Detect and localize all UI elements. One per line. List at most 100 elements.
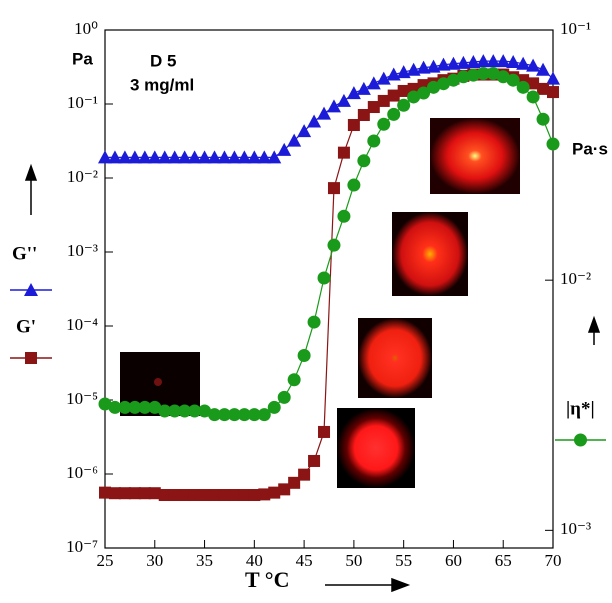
marker	[128, 400, 142, 414]
marker	[346, 86, 361, 100]
marker	[297, 124, 312, 138]
marker	[526, 58, 541, 72]
marker	[357, 109, 370, 122]
marker	[108, 487, 121, 500]
marker	[416, 60, 431, 74]
marker	[318, 425, 331, 438]
marker	[406, 62, 421, 76]
marker	[158, 404, 172, 418]
marker	[307, 114, 322, 128]
marker	[258, 488, 271, 501]
marker	[127, 150, 142, 164]
marker	[117, 150, 132, 164]
marker	[178, 404, 192, 418]
marker	[327, 182, 340, 195]
marker	[158, 489, 171, 502]
marker	[347, 178, 361, 192]
marker	[366, 76, 381, 90]
marker	[397, 84, 410, 97]
marker	[376, 71, 391, 85]
x-tick-label: 60	[445, 551, 462, 570]
marker	[137, 150, 152, 164]
x-tick-label: 50	[345, 551, 362, 570]
marker	[107, 150, 122, 164]
marker	[317, 271, 331, 285]
marker	[396, 65, 411, 79]
marker	[208, 489, 221, 502]
y2-tick-label: 10⁻³	[560, 519, 591, 538]
marker	[157, 150, 172, 164]
marker	[188, 404, 202, 418]
marker	[506, 73, 520, 87]
marker	[98, 397, 112, 411]
marker	[138, 400, 152, 414]
marker	[336, 93, 351, 107]
marker	[168, 404, 182, 418]
marker	[387, 89, 400, 102]
x-tick-label: 55	[395, 551, 412, 570]
marker	[248, 489, 261, 502]
marker	[98, 150, 112, 164]
marker	[198, 489, 211, 502]
marker	[257, 408, 271, 422]
marker	[177, 150, 192, 164]
legend-label: G'	[16, 316, 36, 337]
marker	[466, 54, 481, 68]
marker	[147, 150, 162, 164]
marker	[247, 408, 261, 422]
y-tick-label: 10⁻⁵	[66, 389, 98, 408]
marker	[547, 86, 559, 99]
marker	[267, 400, 281, 414]
x-tick-label: 40	[246, 551, 263, 570]
y2-tick-label: 10⁻²	[560, 269, 591, 288]
marker	[486, 67, 500, 81]
marker	[287, 133, 302, 147]
marker	[118, 400, 132, 414]
inset-image	[358, 318, 432, 398]
marker	[427, 80, 441, 94]
marker	[208, 408, 222, 422]
inset-image	[430, 118, 520, 194]
marker	[386, 67, 401, 81]
marker	[397, 98, 411, 112]
marker	[308, 454, 321, 467]
y-unit: Pa	[72, 49, 93, 68]
marker	[128, 487, 141, 500]
arrows	[24, 163, 601, 593]
marker	[237, 408, 251, 422]
y-tick-label: 10⁻³	[67, 241, 98, 260]
legend-label: |η*|	[566, 398, 595, 419]
marker	[207, 150, 222, 164]
marker	[218, 489, 231, 502]
marker	[228, 489, 241, 502]
marker	[436, 77, 450, 91]
inset-image	[337, 408, 415, 488]
x-tick-label: 70	[545, 551, 562, 570]
marker	[307, 315, 321, 329]
marker	[148, 487, 161, 500]
marker	[377, 117, 391, 131]
marker	[526, 90, 540, 104]
plot-frame	[104, 29, 554, 549]
marker	[99, 486, 111, 499]
marker	[506, 54, 521, 68]
marker	[356, 81, 371, 95]
annotation: 3 mg/ml	[130, 75, 194, 94]
legend-marker	[24, 283, 38, 296]
marker	[268, 486, 281, 499]
x-tick-label: 30	[146, 551, 163, 570]
annotation: D 5	[150, 51, 176, 70]
marker	[496, 70, 510, 84]
y2-tick-label: 10⁻¹	[560, 19, 591, 38]
marker	[466, 68, 480, 82]
inset-image	[392, 212, 468, 296]
marker	[197, 150, 212, 164]
marker	[188, 489, 201, 502]
marker	[546, 71, 560, 85]
marker	[138, 487, 151, 500]
marker	[527, 77, 540, 90]
y-tick-label: 10⁻⁶	[66, 463, 98, 482]
marker	[298, 468, 311, 481]
y-tick-label: 10⁻¹	[67, 93, 98, 112]
